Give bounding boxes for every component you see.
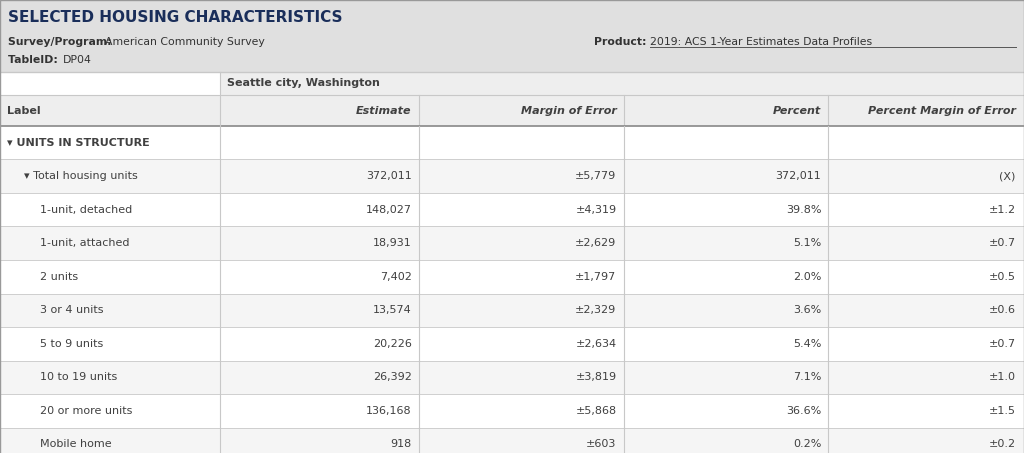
Text: SELECTED HOUSING CHARACTERISTICS: SELECTED HOUSING CHARACTERISTICS <box>8 10 343 25</box>
Text: 2 units: 2 units <box>40 272 78 282</box>
Bar <box>0 428 1024 453</box>
Text: 0.2%: 0.2% <box>793 439 821 449</box>
Text: 10 to 19 units: 10 to 19 units <box>40 372 117 382</box>
Text: 1-unit, attached: 1-unit, attached <box>40 238 129 248</box>
Text: ±3,819: ±3,819 <box>575 372 616 382</box>
Text: 20 or more units: 20 or more units <box>40 406 132 416</box>
Bar <box>0 159 1024 193</box>
Text: 39.8%: 39.8% <box>785 205 821 215</box>
Text: Mobile home: Mobile home <box>40 439 112 449</box>
Bar <box>0 126 1024 159</box>
Text: 372,011: 372,011 <box>366 171 412 181</box>
Text: ±4,319: ±4,319 <box>575 205 616 215</box>
Text: ±1.0: ±1.0 <box>989 372 1016 382</box>
Bar <box>0 294 1024 327</box>
Text: Percent: Percent <box>773 106 821 116</box>
Text: ±0.6: ±0.6 <box>989 305 1016 315</box>
Bar <box>0 260 1024 294</box>
Text: Percent Margin of Error: Percent Margin of Error <box>867 106 1016 116</box>
Bar <box>0 327 1024 361</box>
Text: 5.4%: 5.4% <box>793 339 821 349</box>
Bar <box>0 193 1024 226</box>
Text: ±5,868: ±5,868 <box>575 406 616 416</box>
Text: ±603: ±603 <box>586 439 616 449</box>
Text: DP04: DP04 <box>62 55 91 65</box>
Text: ±1.5: ±1.5 <box>989 406 1016 416</box>
Bar <box>220 72 1024 95</box>
Text: ±2,329: ±2,329 <box>575 305 616 315</box>
Text: Estimate: Estimate <box>356 106 412 116</box>
Text: ▾ UNITS IN STRUCTURE: ▾ UNITS IN STRUCTURE <box>7 138 150 148</box>
Text: American Community Survey: American Community Survey <box>105 37 265 47</box>
Text: ±2,634: ±2,634 <box>575 339 616 349</box>
Text: ±0.2: ±0.2 <box>989 439 1016 449</box>
Bar <box>0 72 1024 453</box>
Text: (X): (X) <box>999 171 1016 181</box>
Text: Survey/Program:: Survey/Program: <box>8 37 116 47</box>
Text: ±1,797: ±1,797 <box>575 272 616 282</box>
Bar <box>0 226 1024 260</box>
Text: 3 or 4 units: 3 or 4 units <box>40 305 103 315</box>
Text: 18,931: 18,931 <box>373 238 412 248</box>
Text: ±2,629: ±2,629 <box>575 238 616 248</box>
Bar <box>0 95 1024 126</box>
Text: 918: 918 <box>390 439 412 449</box>
Text: 26,392: 26,392 <box>373 372 412 382</box>
Bar <box>0 394 1024 428</box>
Text: Margin of Error: Margin of Error <box>520 106 616 116</box>
Text: Label: Label <box>7 106 41 116</box>
Text: 2019: ACS 1-Year Estimates Data Profiles: 2019: ACS 1-Year Estimates Data Profiles <box>650 37 872 47</box>
Text: 136,168: 136,168 <box>366 406 412 416</box>
Text: 13,574: 13,574 <box>373 305 412 315</box>
Text: 7.1%: 7.1% <box>793 372 821 382</box>
Text: 2.0%: 2.0% <box>793 272 821 282</box>
Text: 148,027: 148,027 <box>366 205 412 215</box>
Text: 5 to 9 units: 5 to 9 units <box>40 339 103 349</box>
Text: 36.6%: 36.6% <box>786 406 821 416</box>
Text: Product:: Product: <box>594 37 650 47</box>
Text: 5.1%: 5.1% <box>793 238 821 248</box>
Text: 7,402: 7,402 <box>380 272 412 282</box>
Text: ▾ Total housing units: ▾ Total housing units <box>24 171 137 181</box>
Text: Seattle city, Washington: Seattle city, Washington <box>227 78 380 88</box>
Text: ±1.2: ±1.2 <box>989 205 1016 215</box>
Text: ±5,779: ±5,779 <box>575 171 616 181</box>
Text: ±0.7: ±0.7 <box>989 238 1016 248</box>
Text: 20,226: 20,226 <box>373 339 412 349</box>
Bar <box>0 0 1024 72</box>
Text: 372,011: 372,011 <box>775 171 821 181</box>
Text: ±0.7: ±0.7 <box>989 339 1016 349</box>
Text: 3.6%: 3.6% <box>793 305 821 315</box>
Bar <box>0 361 1024 394</box>
Text: TableID:: TableID: <box>8 55 61 65</box>
Text: 1-unit, detached: 1-unit, detached <box>40 205 132 215</box>
Text: ±0.5: ±0.5 <box>989 272 1016 282</box>
